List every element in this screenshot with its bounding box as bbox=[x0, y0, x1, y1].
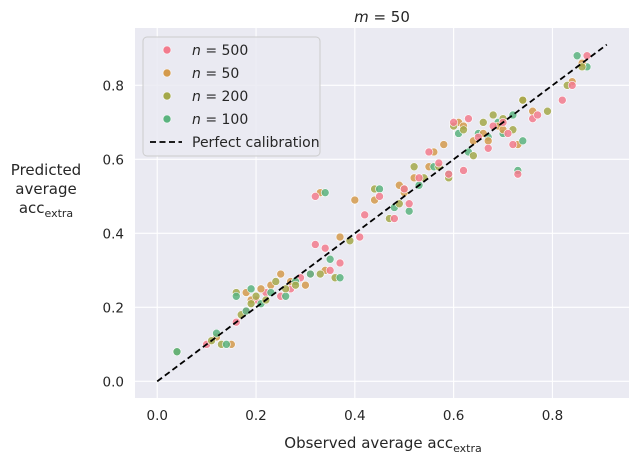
scatter-point-series-2 bbox=[251, 291, 261, 301]
scatter-point-series-2 bbox=[271, 277, 281, 286]
scatter-point-series-0 bbox=[533, 110, 542, 120]
scatter-point-series-0 bbox=[360, 210, 370, 220]
scatter-point-series-3 bbox=[320, 188, 330, 197]
scatter-point-series-3 bbox=[325, 254, 335, 264]
scatter-point-series-1 bbox=[301, 280, 310, 290]
scatter-point-series-0 bbox=[404, 199, 414, 209]
scatter-point-series-2 bbox=[281, 284, 290, 294]
scatter-point-series-2 bbox=[246, 299, 256, 308]
scatter-point-series-2 bbox=[469, 151, 478, 160]
y-axis-label: Predicted average accextra bbox=[11, 161, 81, 220]
legend-marker-series-3 bbox=[162, 114, 172, 124]
scatter-point-series-0 bbox=[355, 232, 365, 242]
scatter-point-series-3 bbox=[281, 291, 290, 301]
scatter-point-series-3 bbox=[404, 206, 414, 216]
legend-label-series-2: n = 200 bbox=[192, 89, 248, 105]
scatter-point-series-3 bbox=[241, 306, 251, 316]
legend-marker-series-1 bbox=[162, 68, 172, 78]
y-tick-label: 0.0 bbox=[103, 374, 124, 390]
legend-label-reference-line: Perfect calibration bbox=[192, 135, 320, 151]
scatter-point-series-0 bbox=[508, 140, 518, 149]
scatter-point-series-3 bbox=[222, 340, 231, 349]
legend-label-series-0: n = 500 bbox=[192, 43, 248, 59]
scatter-point-series-1 bbox=[350, 195, 360, 205]
scatter-point-series-3 bbox=[335, 273, 345, 283]
chart-title: m = 50 bbox=[354, 8, 410, 26]
scatter-point-series-3 bbox=[172, 347, 182, 357]
scatter-point-series-1 bbox=[439, 140, 449, 149]
scatter-point-series-2 bbox=[488, 110, 498, 120]
y-tick-label: 0.2 bbox=[103, 300, 124, 316]
scatter-point-series-0 bbox=[399, 184, 409, 194]
scatter-point-series-0 bbox=[503, 129, 513, 138]
scatter-point-series-0 bbox=[459, 166, 468, 175]
x-tick-label: 0.6 bbox=[443, 408, 464, 424]
scatter-point-series-3 bbox=[375, 184, 384, 194]
scatter-point-series-2 bbox=[543, 106, 552, 116]
x-tick-label: 0.0 bbox=[146, 408, 167, 424]
legend-label-series-1: n = 50 bbox=[192, 66, 239, 82]
y-tick-label: 0.6 bbox=[103, 152, 124, 168]
scatter-point-series-0 bbox=[414, 173, 424, 183]
x-axis-label: Observed average accextra bbox=[284, 434, 481, 455]
scatter-point-series-3 bbox=[212, 328, 221, 338]
svg-text:average: average bbox=[15, 180, 76, 198]
scatter-point-series-0 bbox=[311, 192, 320, 201]
scatter-point-series-0 bbox=[464, 114, 473, 123]
scatter-point-series-0 bbox=[558, 95, 567, 105]
perfect-calibration-line bbox=[156, 43, 608, 383]
scatter-point-series-0 bbox=[424, 147, 434, 157]
data-points bbox=[172, 51, 592, 357]
y-tick-label: 0.4 bbox=[103, 226, 124, 242]
scatter-point-series-0 bbox=[335, 258, 345, 268]
svg-text:Predicted: Predicted bbox=[11, 161, 81, 179]
scatter-point-series-3 bbox=[231, 291, 241, 301]
legend-marker-series-2 bbox=[162, 91, 172, 101]
scatter-point-series-0 bbox=[390, 214, 399, 223]
x-tick-label: 0.8 bbox=[542, 408, 563, 424]
x-tick-label: 0.4 bbox=[344, 408, 365, 424]
legend-label-series-3: n = 100 bbox=[192, 112, 248, 128]
scatter-point-series-3 bbox=[266, 288, 276, 297]
y-tick-label: 0.8 bbox=[103, 78, 124, 94]
scatter-point-series-0 bbox=[483, 143, 493, 153]
svg-text:accextra: accextra bbox=[19, 199, 73, 220]
scatter-point-series-2 bbox=[315, 269, 325, 279]
gridlines bbox=[135, 28, 629, 398]
scatter-point-series-0 bbox=[513, 169, 523, 179]
scatter-point-series-2 bbox=[459, 125, 468, 135]
legend-box bbox=[142, 36, 321, 157]
scatter-point-series-0 bbox=[311, 240, 320, 249]
scatter-point-series-2 bbox=[518, 95, 528, 105]
scatter-point-series-2 bbox=[577, 62, 587, 72]
scatter-point-series-0 bbox=[567, 81, 577, 90]
scatter-point-series-2 bbox=[409, 162, 419, 172]
scatter-point-series-0 bbox=[375, 192, 384, 201]
x-tick-label: 0.2 bbox=[245, 408, 266, 424]
scatter-point-series-3 bbox=[306, 269, 315, 279]
scatter-point-series-0 bbox=[449, 118, 458, 127]
scatter-point-series-3 bbox=[518, 136, 528, 146]
scatter-point-series-1 bbox=[256, 284, 266, 294]
legend-marker-series-0 bbox=[162, 45, 172, 55]
legend: n = 500 n = 50 n = 200 n = 100 Perfect calib… bbox=[142, 36, 321, 157]
scatter-point-series-0 bbox=[325, 266, 335, 275]
scatter-point-series-1 bbox=[276, 269, 286, 279]
scatter-point-series-0 bbox=[444, 169, 453, 179]
tick-labels: 0.0 0.2 0.4 0.6 0.8 0.0 0.2 0.4 0.6 0.8 bbox=[103, 78, 564, 424]
scatter-point-series-0 bbox=[434, 158, 444, 168]
scatter-point-series-2 bbox=[291, 280, 300, 290]
scatter-point-series-2 bbox=[394, 199, 404, 209]
scatter-point-series-0 bbox=[320, 243, 330, 253]
scatter-point-series-3 bbox=[572, 51, 582, 61]
scatter-point-series-1 bbox=[335, 232, 345, 242]
scatter-point-series-3 bbox=[246, 284, 256, 294]
scatter-point-series-2 bbox=[478, 118, 488, 127]
scatter-point-series-1 bbox=[483, 136, 493, 146]
